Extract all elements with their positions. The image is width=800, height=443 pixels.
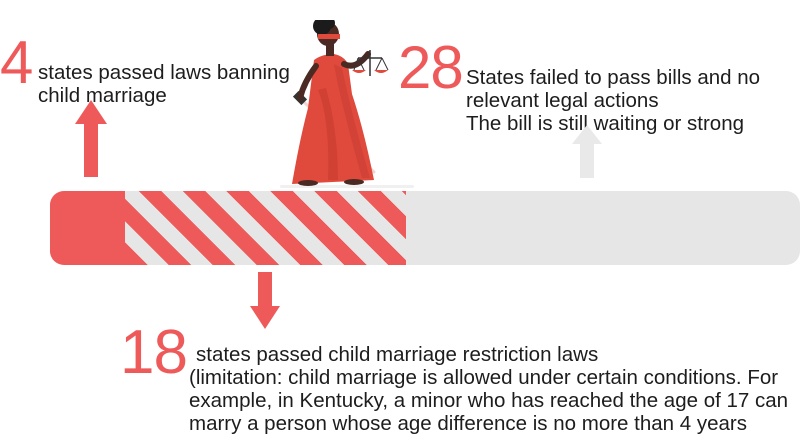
arrow-down-icon: [250, 272, 280, 329]
failed-line-3: The bill is still waiting or strong: [466, 112, 744, 135]
failed-line-2: relevant legal actions: [466, 89, 659, 112]
restricted-line-3: example, in Kentucky, a minor who has re…: [189, 389, 789, 412]
restricted-details: (limitation: child marriage is allowed u…: [189, 366, 788, 435]
restricted-count: 18: [120, 318, 188, 387]
progress-banned-segment: [50, 191, 126, 265]
lady-justice-icon: [280, 20, 414, 188]
restricted-line-2: (limitation: child marriage is allowed u…: [189, 366, 779, 389]
failed-description: States failed to pass bills and no relev…: [466, 66, 760, 135]
restricted-line-1: states passed child marriage restriction…: [196, 343, 599, 366]
failed-line-1: States failed to pass bills and no: [466, 66, 761, 89]
banned-count: 4: [0, 29, 33, 96]
progress-restricted-segment: [125, 191, 406, 265]
arrow-up-muted-icon: [572, 125, 602, 178]
failed-count: 28: [398, 34, 464, 101]
banned-line-2: child marriage: [38, 84, 167, 107]
banned-line-1: states passed laws banning: [38, 61, 290, 84]
banned-description: states passed laws banning child marriag…: [38, 61, 290, 107]
restricted-description: states passed child marriage restriction…: [196, 343, 598, 366]
arrow-up-icon: [75, 100, 107, 177]
restricted-line-4: marry a person whose age difference is n…: [189, 412, 747, 435]
